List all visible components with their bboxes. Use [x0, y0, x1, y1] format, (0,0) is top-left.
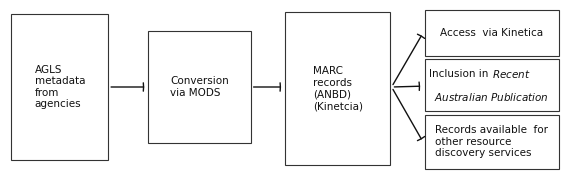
Text: Records available  for
other resource
discovery services: Records available for other resource dis…	[435, 125, 548, 158]
Text: AGLS
metadata
from
agencies: AGLS metadata from agencies	[35, 65, 85, 109]
Text: Conversion
via MODS: Conversion via MODS	[170, 76, 229, 98]
Text: $\it{Recent}$: $\it{Recent}$	[491, 68, 530, 80]
Bar	[425, 115, 559, 169]
Bar	[285, 12, 390, 165]
Text: MARC
records
(ANBD)
(Kinetcia): MARC records (ANBD) (Kinetcia)	[313, 66, 363, 111]
Bar	[148, 31, 251, 143]
Bar	[425, 10, 559, 56]
Text: Access  via Kinetica: Access via Kinetica	[440, 28, 543, 38]
Text: Inclusion in: Inclusion in	[429, 69, 491, 79]
Bar	[11, 14, 108, 160]
Text: $\it{Australian\ Publication}$: $\it{Australian\ Publication}$	[434, 91, 549, 102]
Bar	[425, 59, 559, 111]
